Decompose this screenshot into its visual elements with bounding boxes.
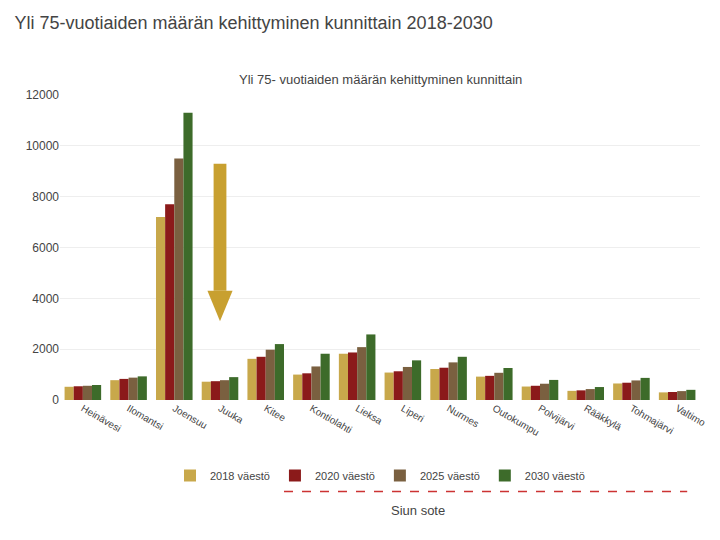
svg-text:Lieksa: Lieksa: [354, 403, 385, 427]
svg-text:0: 0: [52, 393, 59, 407]
svg-text:2000: 2000: [32, 342, 59, 356]
svg-text:Heinävesi: Heinävesi: [79, 403, 123, 434]
svg-text:Yli 75- vuotiaiden määrän kehi: Yli 75- vuotiaiden määrän kehittyminen k…: [239, 72, 522, 87]
svg-text:2025 väestö: 2025 väestö: [420, 470, 480, 482]
svg-text:2018 väestö: 2018 väestö: [210, 470, 270, 482]
svg-text:10000: 10000: [26, 139, 60, 153]
svg-text:Rääkkylä: Rääkkylä: [582, 403, 623, 433]
svg-text:Joensuu: Joensuu: [171, 403, 209, 431]
svg-text:Ilomantsi: Ilomantsi: [125, 403, 165, 433]
svg-text:2020 väestö: 2020 väestö: [315, 470, 375, 482]
svg-text:Yli 75-vuotiaiden määrän kehit: Yli 75-vuotiaiden määrän kehittyminen ku…: [14, 13, 492, 33]
svg-text:6000: 6000: [32, 241, 59, 255]
svg-text:Polvijärvi: Polvijärvi: [537, 403, 577, 433]
svg-text:Siun sote: Siun sote: [391, 503, 445, 518]
svg-text:Kontiolahti: Kontiolahti: [308, 403, 354, 436]
svg-text:Juuka: Juuka: [217, 403, 246, 426]
svg-text:12000: 12000: [26, 88, 60, 102]
svg-text:Outokumpu: Outokumpu: [491, 403, 541, 438]
svg-text:Kitee: Kitee: [262, 403, 288, 424]
svg-text:8000: 8000: [32, 190, 59, 204]
svg-text:Valtimo: Valtimo: [674, 403, 708, 429]
svg-text:2030 väestö: 2030 väestö: [525, 470, 585, 482]
svg-text:Tohmajärvi: Tohmajärvi: [628, 403, 675, 437]
svg-text:Liperi: Liperi: [399, 403, 426, 425]
svg-text:Nurmes: Nurmes: [445, 403, 481, 430]
svg-text:4000: 4000: [32, 292, 59, 306]
